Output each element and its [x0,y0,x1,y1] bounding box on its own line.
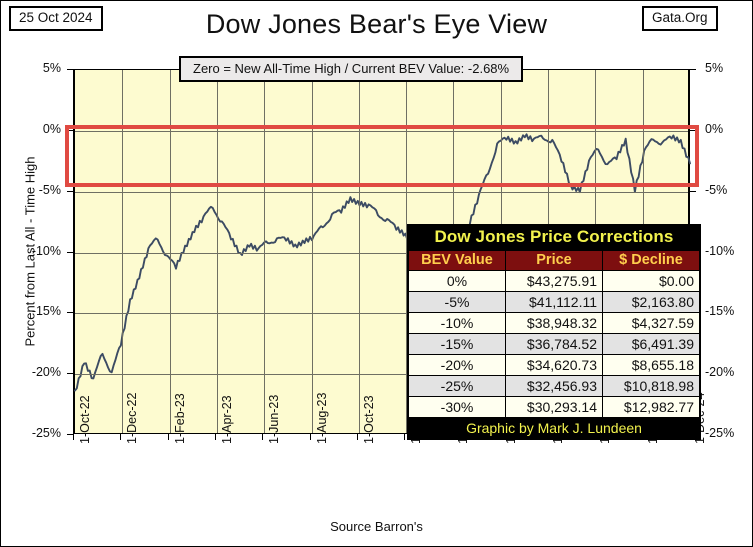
cell-price: $43,275.91 [505,270,603,292]
highlight-band-0-to-minus5 [65,125,699,187]
y-tick-left [67,373,73,375]
x-tick-label: 1-Oct-23 [362,395,376,444]
cell-decline: $2,163.80 [602,291,700,313]
cell-price: $32,456.93 [505,375,603,397]
x-gridline [170,70,171,433]
table-header-row: BEV Value Price $ Decline [408,250,700,271]
y-tick-label-left: 0% [42,121,61,136]
x-gridline [406,70,407,433]
y-tick-label-left: -25% [31,426,61,440]
table-row: -30% $30,293.14 $12,982.77 [408,396,700,418]
y-tick-left [67,434,73,435]
y-tick-left [67,251,73,253]
cell-decline: $8,655.18 [602,354,700,376]
x-tick-label: 1-Dec-22 [125,392,139,444]
x-tick [73,434,74,440]
y-tick-right [690,69,696,70]
y-tick-label-left: -5% [38,182,61,197]
x-tick [120,434,121,440]
x-tick-label: 1-Apr-23 [220,395,234,444]
cell-bev-value: -15% [408,333,506,355]
cell-decline: $0.00 [602,270,700,292]
cell-price: $30,293.14 [505,396,603,418]
y-tick-left [67,190,73,192]
x-tick [404,434,405,440]
col-decline: $ Decline [602,250,700,271]
cell-bev-value: -10% [408,312,506,334]
cell-decline: $10,818.98 [602,375,700,397]
x-gridline [359,70,360,433]
x-gridline [312,70,313,433]
cell-decline: $4,327.59 [602,312,700,334]
cell-decline: $6,491.39 [602,333,700,355]
y-tick-label-right: -25% [705,426,735,440]
table-row: -25% $32,456.93 $10,818.98 [408,375,700,397]
y-tick-label-left: -10% [31,243,61,258]
y-gridline [75,130,688,132]
y-gridline [75,374,688,376]
cell-bev-value: -5% [408,291,506,313]
x-tick [310,434,311,440]
table-row: -10% $38,948.32 $4,327.59 [408,312,700,334]
y-gridline [75,252,688,254]
cell-price: $41,112.11 [505,291,603,313]
x-tick-label: 1-Jun-23 [267,394,281,444]
y-tick-label-right: 0% [705,121,724,136]
x-tick [262,434,263,440]
y-tick-right [690,190,696,192]
x-gridline [122,70,123,433]
subtitle-box: Zero = New All-Time High / Current BEV V… [179,56,524,82]
cell-bev-value: -25% [408,375,506,397]
y-gridline [75,191,688,193]
cell-price: $38,948.32 [505,312,603,334]
series-dow-jones-bev [74,133,691,392]
y-tick-left [67,312,73,314]
y-tick-label-right: -15% [705,304,735,319]
x-tick [168,434,169,440]
table-row: -5% $41,112.11 $2,163.80 [408,291,700,313]
x-tick [357,434,358,440]
y-tick-label-left: -20% [31,365,61,380]
y-gridline [75,313,688,315]
y-tick-label-right: -20% [705,365,735,380]
x-gridline [264,70,265,433]
corrections-grid: BEV Value Price $ Decline 0% $43,275.91 $0… [408,250,700,418]
cell-decline: $12,982.77 [602,396,700,418]
table-credit: Graphic by Mark J. Lundeen [408,418,700,439]
table-row: -15% $36,784.52 $6,491.39 [408,333,700,355]
x-tick-label: 1-Oct-22 [78,395,92,444]
source-org-label: Gata.Org [642,6,718,31]
col-bev-value: BEV Value [408,250,506,271]
y-tick-label-right: -5% [705,182,728,197]
x-axis-title: Source Barron's [330,519,423,534]
price-corrections-table: Dow Jones Price Corrections BEV Value Pr… [407,224,701,440]
table-body: 0% $43,275.91 $0.00 -5% $41,112.11 $2,163.80-… [408,270,700,418]
table-row: 0% $43,275.91 $0.00 [408,270,700,292]
x-tick-label: 1-Aug-23 [315,392,329,444]
cell-price: $36,784.52 [505,333,603,355]
x-tick [215,434,216,440]
page-title: Dow Jones Bear's Eye View [205,9,548,39]
y-tick-left [67,129,73,131]
table-row: -20% $34,620.73 $8,655.18 [408,354,700,376]
x-tick-label: 1-Feb-23 [173,393,187,444]
table-title: Dow Jones Price Corrections [408,225,700,250]
y-tick-left [67,69,73,70]
y-tick-label-left: 5% [42,61,61,75]
cell-bev-value: 0% [408,270,506,292]
x-gridline [217,70,218,433]
y-tick-right [690,129,696,131]
cell-bev-value: -20% [408,354,506,376]
y-tick-label-right: -10% [705,243,735,258]
y-tick-label-right: 5% [705,61,724,75]
y-tick-label-left: -15% [31,304,61,319]
cell-bev-value: -30% [408,396,506,418]
date-label: 25 Oct 2024 [9,6,103,31]
col-price: Price [505,250,603,271]
cell-price: $34,620.73 [505,354,603,376]
